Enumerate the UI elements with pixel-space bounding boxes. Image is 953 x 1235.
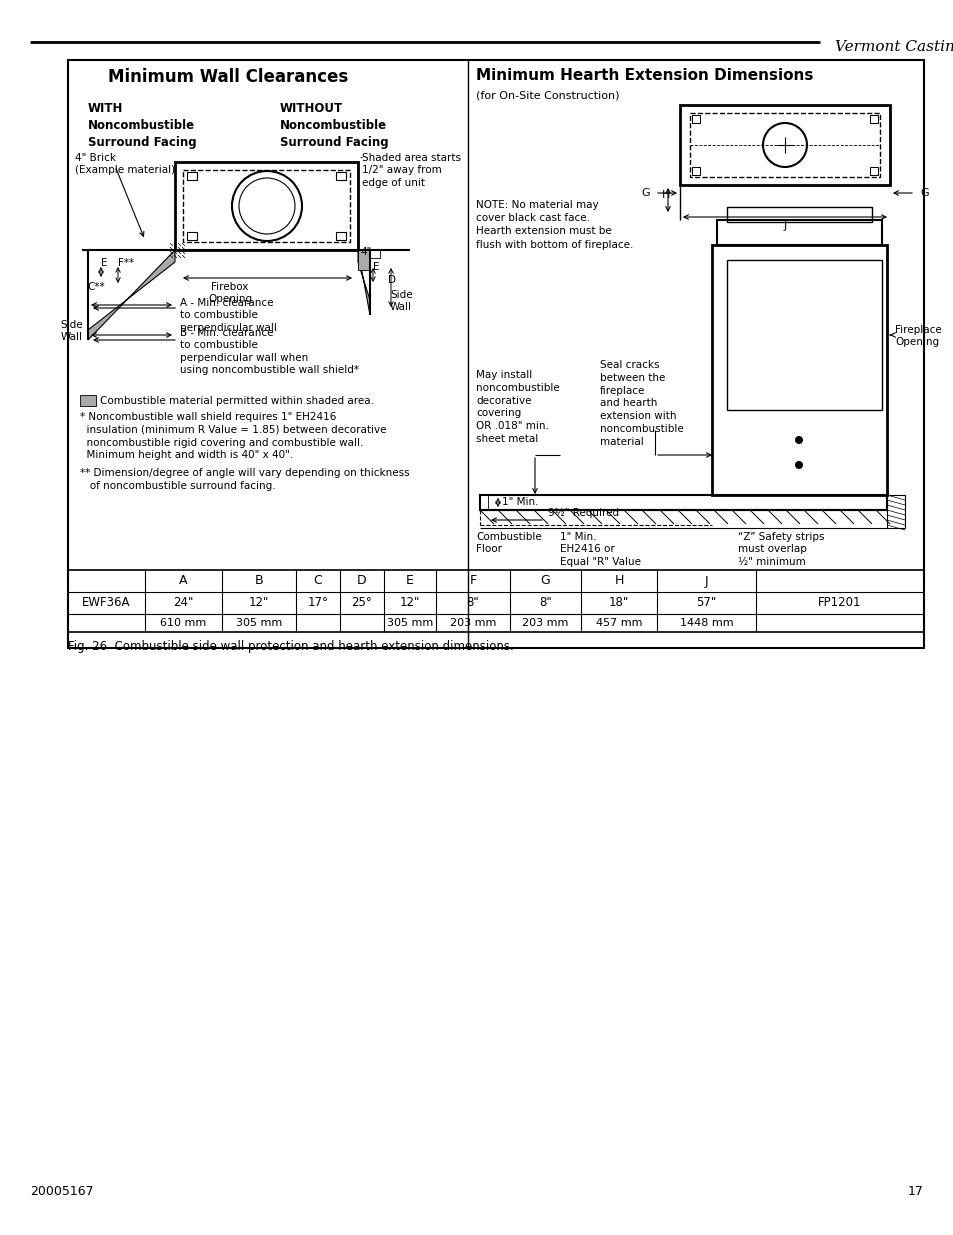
Circle shape	[794, 436, 802, 445]
Text: FP1201: FP1201	[818, 597, 861, 610]
Text: 12": 12"	[399, 597, 419, 610]
Text: WITH
Noncombustible
Surround Facing: WITH Noncombustible Surround Facing	[88, 103, 196, 149]
Text: ** Dimension/degree of angle will vary depending on thickness
   of noncombustib: ** Dimension/degree of angle will vary d…	[80, 468, 409, 490]
Text: 57": 57"	[696, 597, 716, 610]
Text: J: J	[782, 221, 786, 231]
Text: (for On-Site Construction): (for On-Site Construction)	[476, 90, 618, 100]
Text: Fig. 26  Combustible side wall protection and hearth extension dimensions.: Fig. 26 Combustible side wall protection…	[68, 640, 514, 653]
Text: 17: 17	[907, 1186, 923, 1198]
Text: 25°: 25°	[352, 597, 372, 610]
Bar	[174, 162, 357, 249]
Text: J: J	[704, 574, 707, 588]
Bar	[479, 495, 886, 510]
Bar	[357, 249, 370, 270]
Text: E: E	[373, 262, 379, 272]
Text: NOTE: No material may
cover black cast face.
Hearth extension must be
flush with: NOTE: No material may cover black cast f…	[476, 200, 633, 249]
Text: C**: C**	[87, 282, 105, 291]
Polygon shape	[88, 249, 174, 340]
Text: B: B	[254, 574, 263, 588]
Bar	[335, 172, 346, 180]
Bar	[886, 495, 904, 529]
Text: Minimum Wall Clearances: Minimum Wall Clearances	[108, 68, 348, 86]
Text: F**: F**	[118, 258, 134, 268]
Bar	[711, 245, 886, 495]
Bar	[869, 167, 877, 175]
Text: Side
Wall: Side Wall	[390, 290, 413, 312]
Text: D: D	[388, 275, 395, 285]
Text: H: H	[661, 190, 670, 200]
Text: C: C	[314, 574, 322, 588]
Text: 17°: 17°	[307, 597, 328, 610]
Text: D: D	[356, 574, 366, 588]
Bar	[370, 249, 379, 258]
Text: 457 mm: 457 mm	[595, 618, 641, 629]
Text: May install
noncombustible
decorative
covering
OR .018" min.
sheet metal: May install noncombustible decorative co…	[476, 370, 559, 445]
Text: A: A	[179, 574, 188, 588]
Bar	[187, 172, 196, 180]
Text: 18": 18"	[608, 597, 628, 610]
Text: 1448 mm: 1448 mm	[679, 618, 733, 629]
Text: 203 mm: 203 mm	[521, 618, 568, 629]
Bar	[187, 232, 196, 240]
Text: 12": 12"	[249, 597, 269, 610]
Text: A - Min. clearance
to combustible
perpendicular wall: A - Min. clearance to combustible perpen…	[180, 298, 276, 332]
Text: Combustible
Floor: Combustible Floor	[476, 532, 541, 555]
Text: 1" Min.
EH2416 or
Equal "R" Value: 1" Min. EH2416 or Equal "R" Value	[559, 532, 640, 567]
Text: 305 mm: 305 mm	[387, 618, 433, 629]
Bar	[726, 261, 882, 410]
Bar	[80, 395, 96, 406]
Bar	[717, 220, 882, 245]
Text: 8": 8"	[538, 597, 551, 610]
Bar	[869, 115, 877, 124]
Text: E: E	[406, 574, 414, 588]
Text: EWF36A: EWF36A	[82, 597, 131, 610]
Text: WITHOUT
Noncombustible
Surround Facing: WITHOUT Noncombustible Surround Facing	[280, 103, 388, 149]
Bar	[689, 112, 879, 177]
Text: 4": 4"	[359, 247, 371, 257]
Bar	[335, 232, 346, 240]
Text: F: F	[469, 574, 476, 588]
Text: 305 mm: 305 mm	[235, 618, 282, 629]
Text: 8": 8"	[466, 597, 478, 610]
Text: H: H	[614, 574, 623, 588]
Text: B - Min. clearance
to combustible
perpendicular wall when
using noncombustible w: B - Min. clearance to combustible perpen…	[180, 329, 358, 375]
Text: 4" Brick
(Example material): 4" Brick (Example material)	[75, 153, 175, 175]
Text: Shaded area starts
1/2" away from
edge of unit: Shaded area starts 1/2" away from edge o…	[361, 153, 460, 188]
Text: 9½" Required: 9½" Required	[547, 508, 618, 517]
Text: G: G	[640, 188, 649, 198]
Text: 203 mm: 203 mm	[450, 618, 496, 629]
Text: Combustible material permitted within shaded area.: Combustible material permitted within sh…	[100, 396, 374, 406]
Text: E: E	[101, 258, 108, 268]
Text: 20005167: 20005167	[30, 1186, 93, 1198]
Bar	[68, 571, 923, 632]
Text: Firebox
Opening: Firebox Opening	[208, 282, 252, 304]
Circle shape	[794, 461, 802, 469]
Bar	[68, 61, 923, 648]
Text: 1" Min.: 1" Min.	[501, 496, 537, 508]
Bar	[183, 170, 350, 242]
Text: G: G	[540, 574, 550, 588]
Text: Seal cracks
between the
fireplace
and hearth
extension with
noncombustible
mater: Seal cracks between the fireplace and he…	[599, 359, 683, 447]
Bar	[691, 167, 700, 175]
Bar	[691, 115, 700, 124]
Text: Fireplace
Opening: Fireplace Opening	[894, 325, 941, 347]
Text: Vermont Castings EWF36A: Vermont Castings EWF36A	[834, 40, 953, 54]
Polygon shape	[357, 249, 370, 315]
Text: 610 mm: 610 mm	[160, 618, 207, 629]
Text: 24": 24"	[173, 597, 193, 610]
Text: Minimum Hearth Extension Dimensions: Minimum Hearth Extension Dimensions	[476, 68, 813, 83]
Text: “Z” Safety strips
must overlap
½" minimum: “Z” Safety strips must overlap ½" minimu…	[738, 532, 823, 567]
Text: G: G	[919, 188, 927, 198]
Bar	[726, 207, 871, 222]
Text: * Noncombustible wall shield requires 1" EH2416
  insulation (minimum R Value = : * Noncombustible wall shield requires 1"…	[80, 412, 386, 461]
Bar	[679, 105, 889, 185]
Text: Side
Wall: Side Wall	[61, 320, 83, 342]
